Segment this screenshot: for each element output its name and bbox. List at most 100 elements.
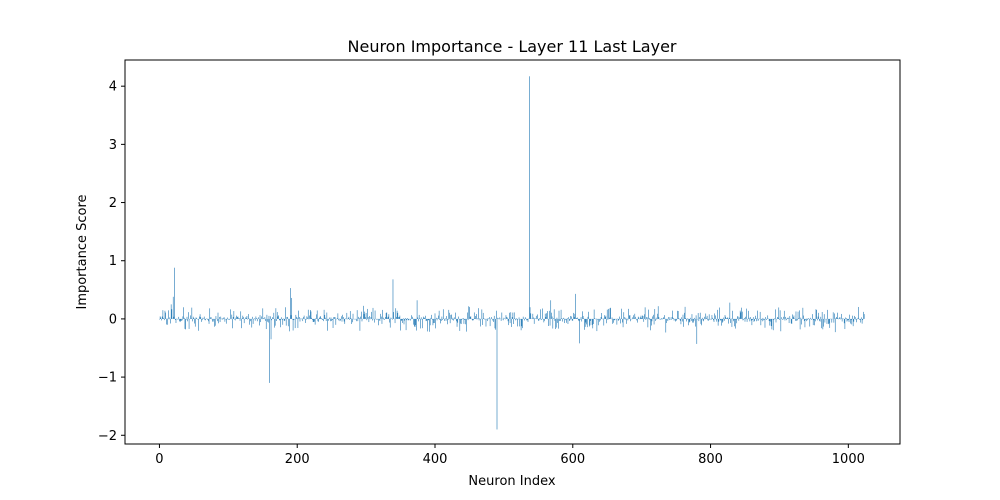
bar [719, 307, 720, 319]
bar [522, 318, 523, 329]
bar [733, 318, 735, 320]
bar [333, 317, 335, 319]
bar [420, 318, 421, 329]
bar [863, 314, 865, 319]
bar [186, 318, 187, 320]
bar [484, 318, 485, 320]
bar [310, 310, 311, 319]
bar [721, 318, 723, 323]
bar [247, 318, 248, 320]
bar [743, 318, 744, 320]
bar [608, 317, 610, 319]
bar [848, 318, 849, 321]
bar [744, 318, 746, 322]
bar [535, 315, 537, 319]
bar [260, 318, 262, 323]
bar [191, 307, 193, 319]
bar [655, 317, 657, 319]
bar [668, 318, 670, 321]
bar [792, 317, 794, 319]
y-axis-ticks: −2 −1 0 1 2 3 4 [98, 80, 125, 444]
bar [693, 318, 694, 323]
bar [367, 317, 369, 319]
bar [577, 317, 578, 319]
bar [555, 318, 556, 330]
bar [749, 318, 751, 322]
bar [533, 317, 534, 319]
bar [425, 315, 426, 319]
bar [512, 312, 514, 319]
bar [554, 318, 556, 321]
bar [731, 318, 733, 327]
bar [305, 318, 307, 320]
bar [271, 318, 273, 321]
bar [316, 314, 317, 319]
bar [517, 318, 518, 327]
bar [655, 318, 656, 321]
bar [703, 318, 704, 322]
bar [451, 314, 452, 319]
bar [455, 312, 456, 319]
bar [746, 318, 748, 322]
bar [322, 318, 324, 320]
bar [290, 315, 292, 319]
bar [642, 315, 643, 319]
bar [757, 310, 758, 319]
bar [706, 317, 707, 319]
bar [713, 318, 714, 321]
bar [177, 318, 179, 320]
bar [239, 318, 241, 321]
bar [186, 316, 188, 319]
bar [558, 310, 560, 319]
bar [844, 318, 846, 330]
bar [763, 318, 765, 320]
bar [466, 318, 467, 332]
bar [819, 318, 820, 321]
bar [360, 311, 362, 319]
bar [332, 318, 334, 328]
bar [282, 318, 284, 325]
bar [456, 318, 458, 327]
bar [179, 318, 180, 322]
bar [549, 318, 551, 326]
bar [480, 318, 481, 327]
bar [423, 317, 425, 319]
bar [478, 308, 479, 319]
bar [516, 318, 518, 320]
bar [370, 317, 372, 319]
bar [527, 318, 529, 322]
bar [187, 318, 188, 322]
bar [817, 318, 818, 321]
bar [644, 307, 646, 319]
bar [302, 318, 304, 322]
bar [256, 318, 258, 322]
bar [698, 318, 700, 322]
bar [393, 312, 394, 319]
bar [780, 318, 782, 332]
bar [245, 317, 247, 319]
bar [398, 317, 400, 319]
bar [502, 318, 504, 321]
bar [418, 318, 419, 322]
bar [230, 309, 231, 319]
bar [812, 318, 814, 326]
bar [702, 318, 704, 321]
bar [357, 318, 359, 322]
bar [323, 309, 325, 319]
bar [452, 317, 454, 319]
bar [846, 318, 848, 322]
bar [379, 318, 381, 322]
bar [834, 318, 836, 333]
bar [724, 315, 726, 319]
bar [460, 318, 462, 325]
bar [809, 318, 811, 327]
bar [530, 313, 532, 319]
bar [705, 313, 707, 319]
bar [297, 318, 299, 328]
bar [192, 316, 194, 319]
bar [585, 318, 587, 323]
bar [673, 317, 674, 319]
bar [851, 318, 853, 325]
bar [430, 317, 432, 319]
bar [557, 318, 558, 323]
